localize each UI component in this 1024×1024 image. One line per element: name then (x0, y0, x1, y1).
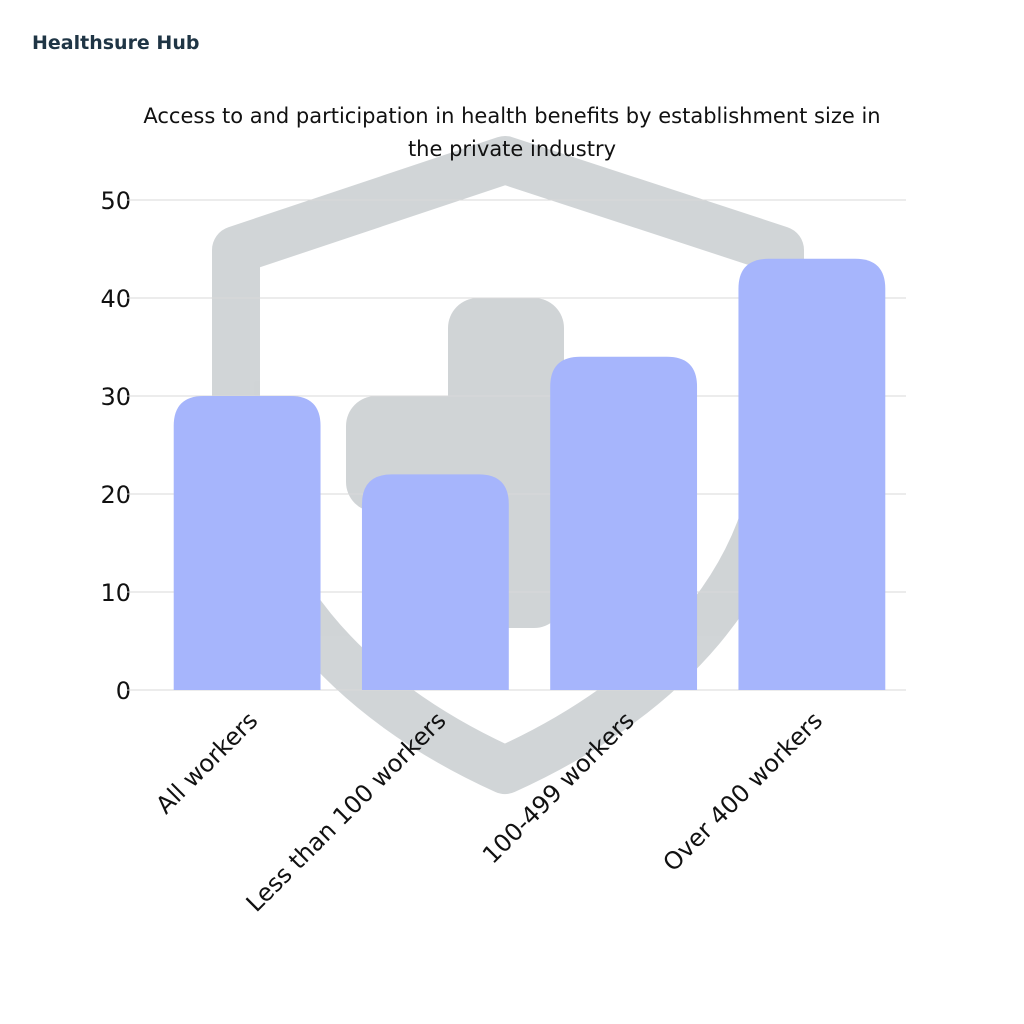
brand: Healthsure Hub (32, 32, 200, 54)
y-tick-label: 40 (100, 285, 131, 313)
bar (173, 396, 321, 690)
bar (738, 258, 886, 690)
y-tick-label: 10 (100, 579, 131, 607)
y-tick-label: 30 (100, 383, 131, 411)
x-tick-label: All workers (150, 706, 263, 819)
x-tick-label: Over 400 workers (658, 706, 829, 877)
y-tick-label: 20 (100, 481, 131, 509)
y-tick-label: 0 (116, 677, 131, 705)
x-tick-label: Less than 100 workers (241, 706, 452, 917)
bar (550, 356, 698, 690)
y-tick-label: 50 (100, 187, 131, 215)
chart-title: Access to and participation in health be… (143, 104, 881, 161)
bar (361, 474, 509, 690)
